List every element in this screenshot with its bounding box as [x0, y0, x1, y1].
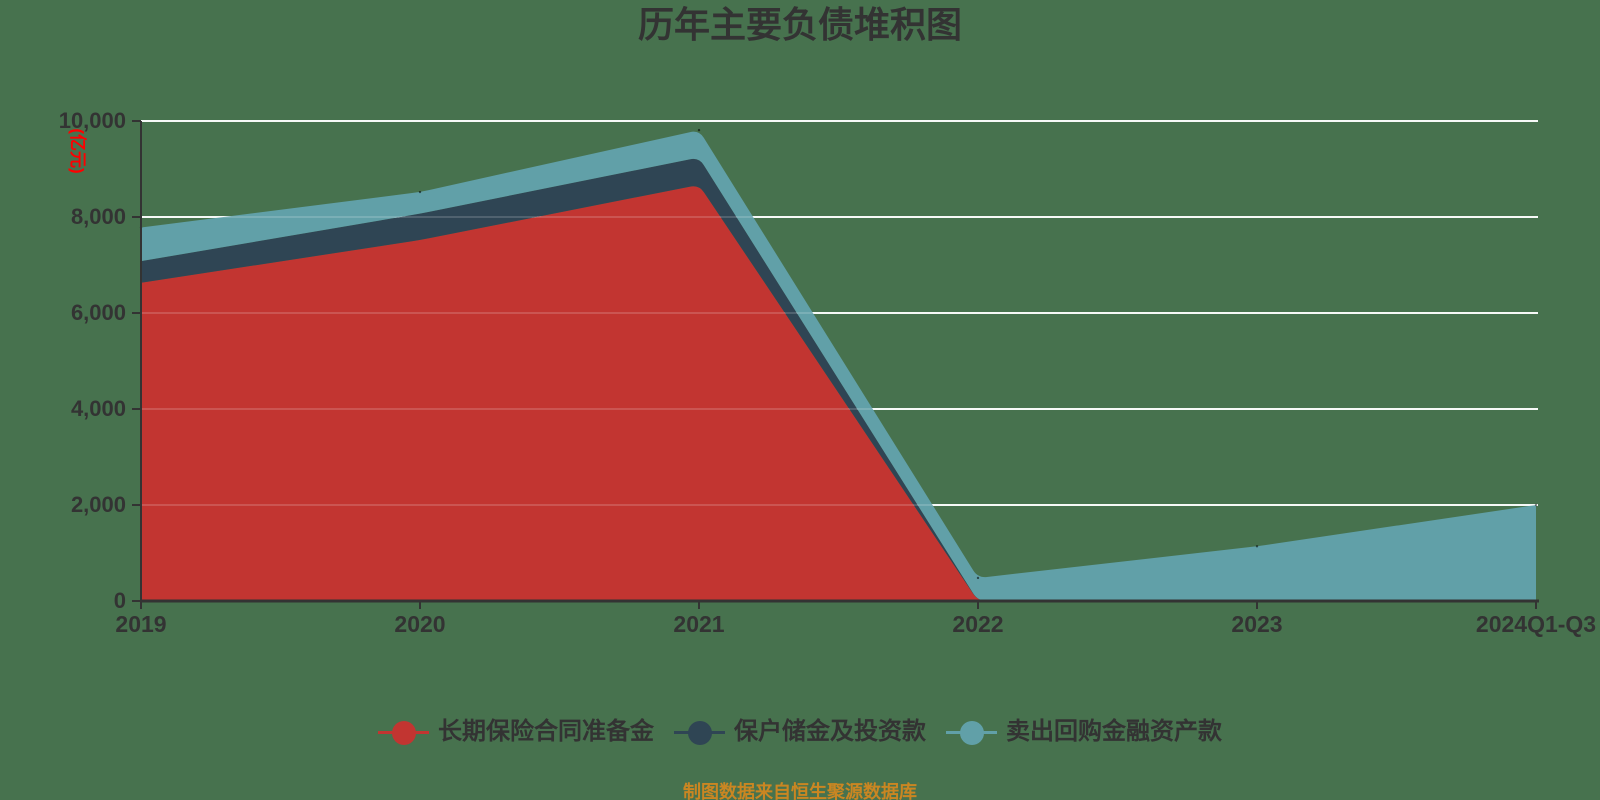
y-axis-label-0: 0 [113, 588, 126, 613]
x-axis-label-3: 2022 [952, 611, 1004, 637]
legend-label-1: 保户储金及投资款 [734, 718, 926, 745]
legend-label-0: 长期保险合同准备金 [438, 718, 654, 745]
x-axis-label-1: 2020 [394, 611, 446, 637]
legend-line-dot-icon [946, 717, 997, 747]
legend-line-dot-icon [378, 717, 429, 747]
legend-item-1[interactable]: 保户储金及投资款 [674, 717, 926, 747]
data-source-note: 制图数据来自恒生聚源数据库 [683, 782, 917, 800]
legend: 长期保险合同准备金 保户储金及投资款 卖出回购金融资产款 [0, 717, 1600, 747]
legend-item-0[interactable]: 长期保险合同准备金 [378, 717, 654, 747]
area-保户储金及投资款 [141, 158, 1536, 601]
legend-dot [959, 720, 984, 745]
legend-item-2[interactable]: 卖出回购金融资产款 [946, 717, 1222, 747]
x-axis-label-2: 2021 [673, 611, 725, 637]
chart-title: 历年主要负债堆积图 [637, 4, 962, 45]
x-axis-label-5: 2024Q1-Q3 [1475, 611, 1597, 637]
y-axis-label-2: 4,000 [70, 396, 126, 421]
y-axis-label-1: 2,000 [70, 492, 126, 517]
area-长期保险合同准备金 [141, 186, 1536, 602]
legend-line-dot-icon [674, 717, 725, 747]
x-axis-label-4: 2023 [1231, 611, 1283, 637]
area-卖出回购金融资产款 [141, 131, 1536, 601]
legend-dot [391, 720, 416, 745]
data-point-2020 [418, 190, 422, 194]
y-axis-unit-label: (亿元) [68, 128, 87, 174]
y-axis-label-4: 8,000 [70, 204, 126, 229]
y-axis-label-3: 6,000 [70, 300, 126, 325]
data-point-2024Q1-Q3 [1534, 503, 1538, 507]
legend-dot [687, 720, 712, 745]
data-point-2023 [1255, 545, 1259, 548]
x-axis-label-0: 2019 [115, 611, 167, 637]
data-point-2022 [976, 576, 980, 580]
legend-label-2: 卖出回购金融资产款 [1006, 718, 1222, 745]
data-point-2021 [697, 128, 701, 132]
y-axis-label-5: 10,000 [58, 108, 126, 133]
